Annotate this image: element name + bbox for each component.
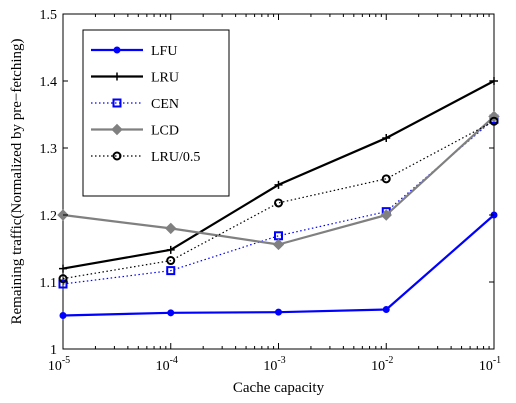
data-point-lfu	[275, 308, 282, 316]
legend-marker-lcd	[111, 123, 123, 136]
x-tick-exponent: -1	[493, 355, 501, 366]
y-tick-label: 1.2	[40, 209, 58, 224]
series-lru-0-5	[58, 116, 499, 284]
data-point-lru-0-5	[489, 116, 499, 126]
legend-marker-cen	[112, 98, 122, 108]
legend-marker-lru-0-5	[112, 151, 122, 161]
x-tick-label: 10-2	[371, 355, 393, 374]
data-point-lru-0-5	[274, 198, 283, 208]
legend-marker-lru	[113, 72, 121, 81]
legend-label-lru-0-5: LRU/0.5	[151, 150, 200, 165]
legend-label-lcd: LCD	[151, 124, 179, 139]
series-lcd	[57, 110, 500, 251]
data-point-lcd	[272, 238, 285, 251]
legend: LFU LRU CEN LCD LRU/0.5	[82, 29, 230, 197]
series-lru	[59, 77, 498, 273]
y-axis-label: Remaining traffic(Normalized by pre−fetc…	[9, 39, 25, 325]
data-point-lfu	[382, 305, 390, 313]
series-line-lru-0-5	[62, 120, 495, 280]
y-tick-label: 1.4	[40, 75, 58, 90]
data-point-lru-0-5	[381, 174, 391, 184]
legend-label-cen: CEN	[151, 97, 179, 112]
x-tick-exponent: -2	[385, 355, 393, 366]
data-point-lfu	[59, 312, 67, 319]
series-lfu	[59, 211, 498, 319]
x-tick-label: 10-3	[263, 355, 285, 374]
legend-box	[82, 29, 230, 197]
data-point-lcd	[165, 222, 177, 235]
y-tick-label: 1.1	[40, 276, 58, 291]
data-point-lru	[274, 180, 283, 189]
data-point-lcd	[380, 209, 392, 221]
x-tick-exponent: -3	[277, 355, 285, 366]
y-tick-label: 1.5	[40, 8, 58, 23]
y-tick-label: 1	[50, 343, 57, 358]
data-point-lru	[166, 245, 175, 254]
x-tick-exponent: -5	[62, 355, 70, 366]
x-axis-label: Cache capacity	[233, 380, 325, 396]
data-point-lru-0-5	[166, 256, 176, 266]
series-layer	[57, 77, 500, 319]
series-line-cen	[62, 118, 495, 285]
x-tick-label: 10-1	[479, 355, 501, 374]
legend-label-lru: LRU	[151, 71, 179, 86]
data-point-lru	[382, 133, 391, 142]
data-point-lru	[59, 264, 67, 273]
y-tick-label: 1.3	[40, 142, 58, 157]
legend-marker-lfu	[113, 46, 121, 54]
data-point-lfu	[167, 309, 175, 317]
x-tick-label: 10-4	[156, 355, 178, 374]
series-line-lfu	[62, 214, 495, 317]
data-point-cen	[166, 266, 176, 276]
legend-label-lfu: LFU	[151, 44, 177, 59]
x-tick-exponent: -4	[170, 355, 178, 366]
data-point-cen	[58, 279, 68, 289]
